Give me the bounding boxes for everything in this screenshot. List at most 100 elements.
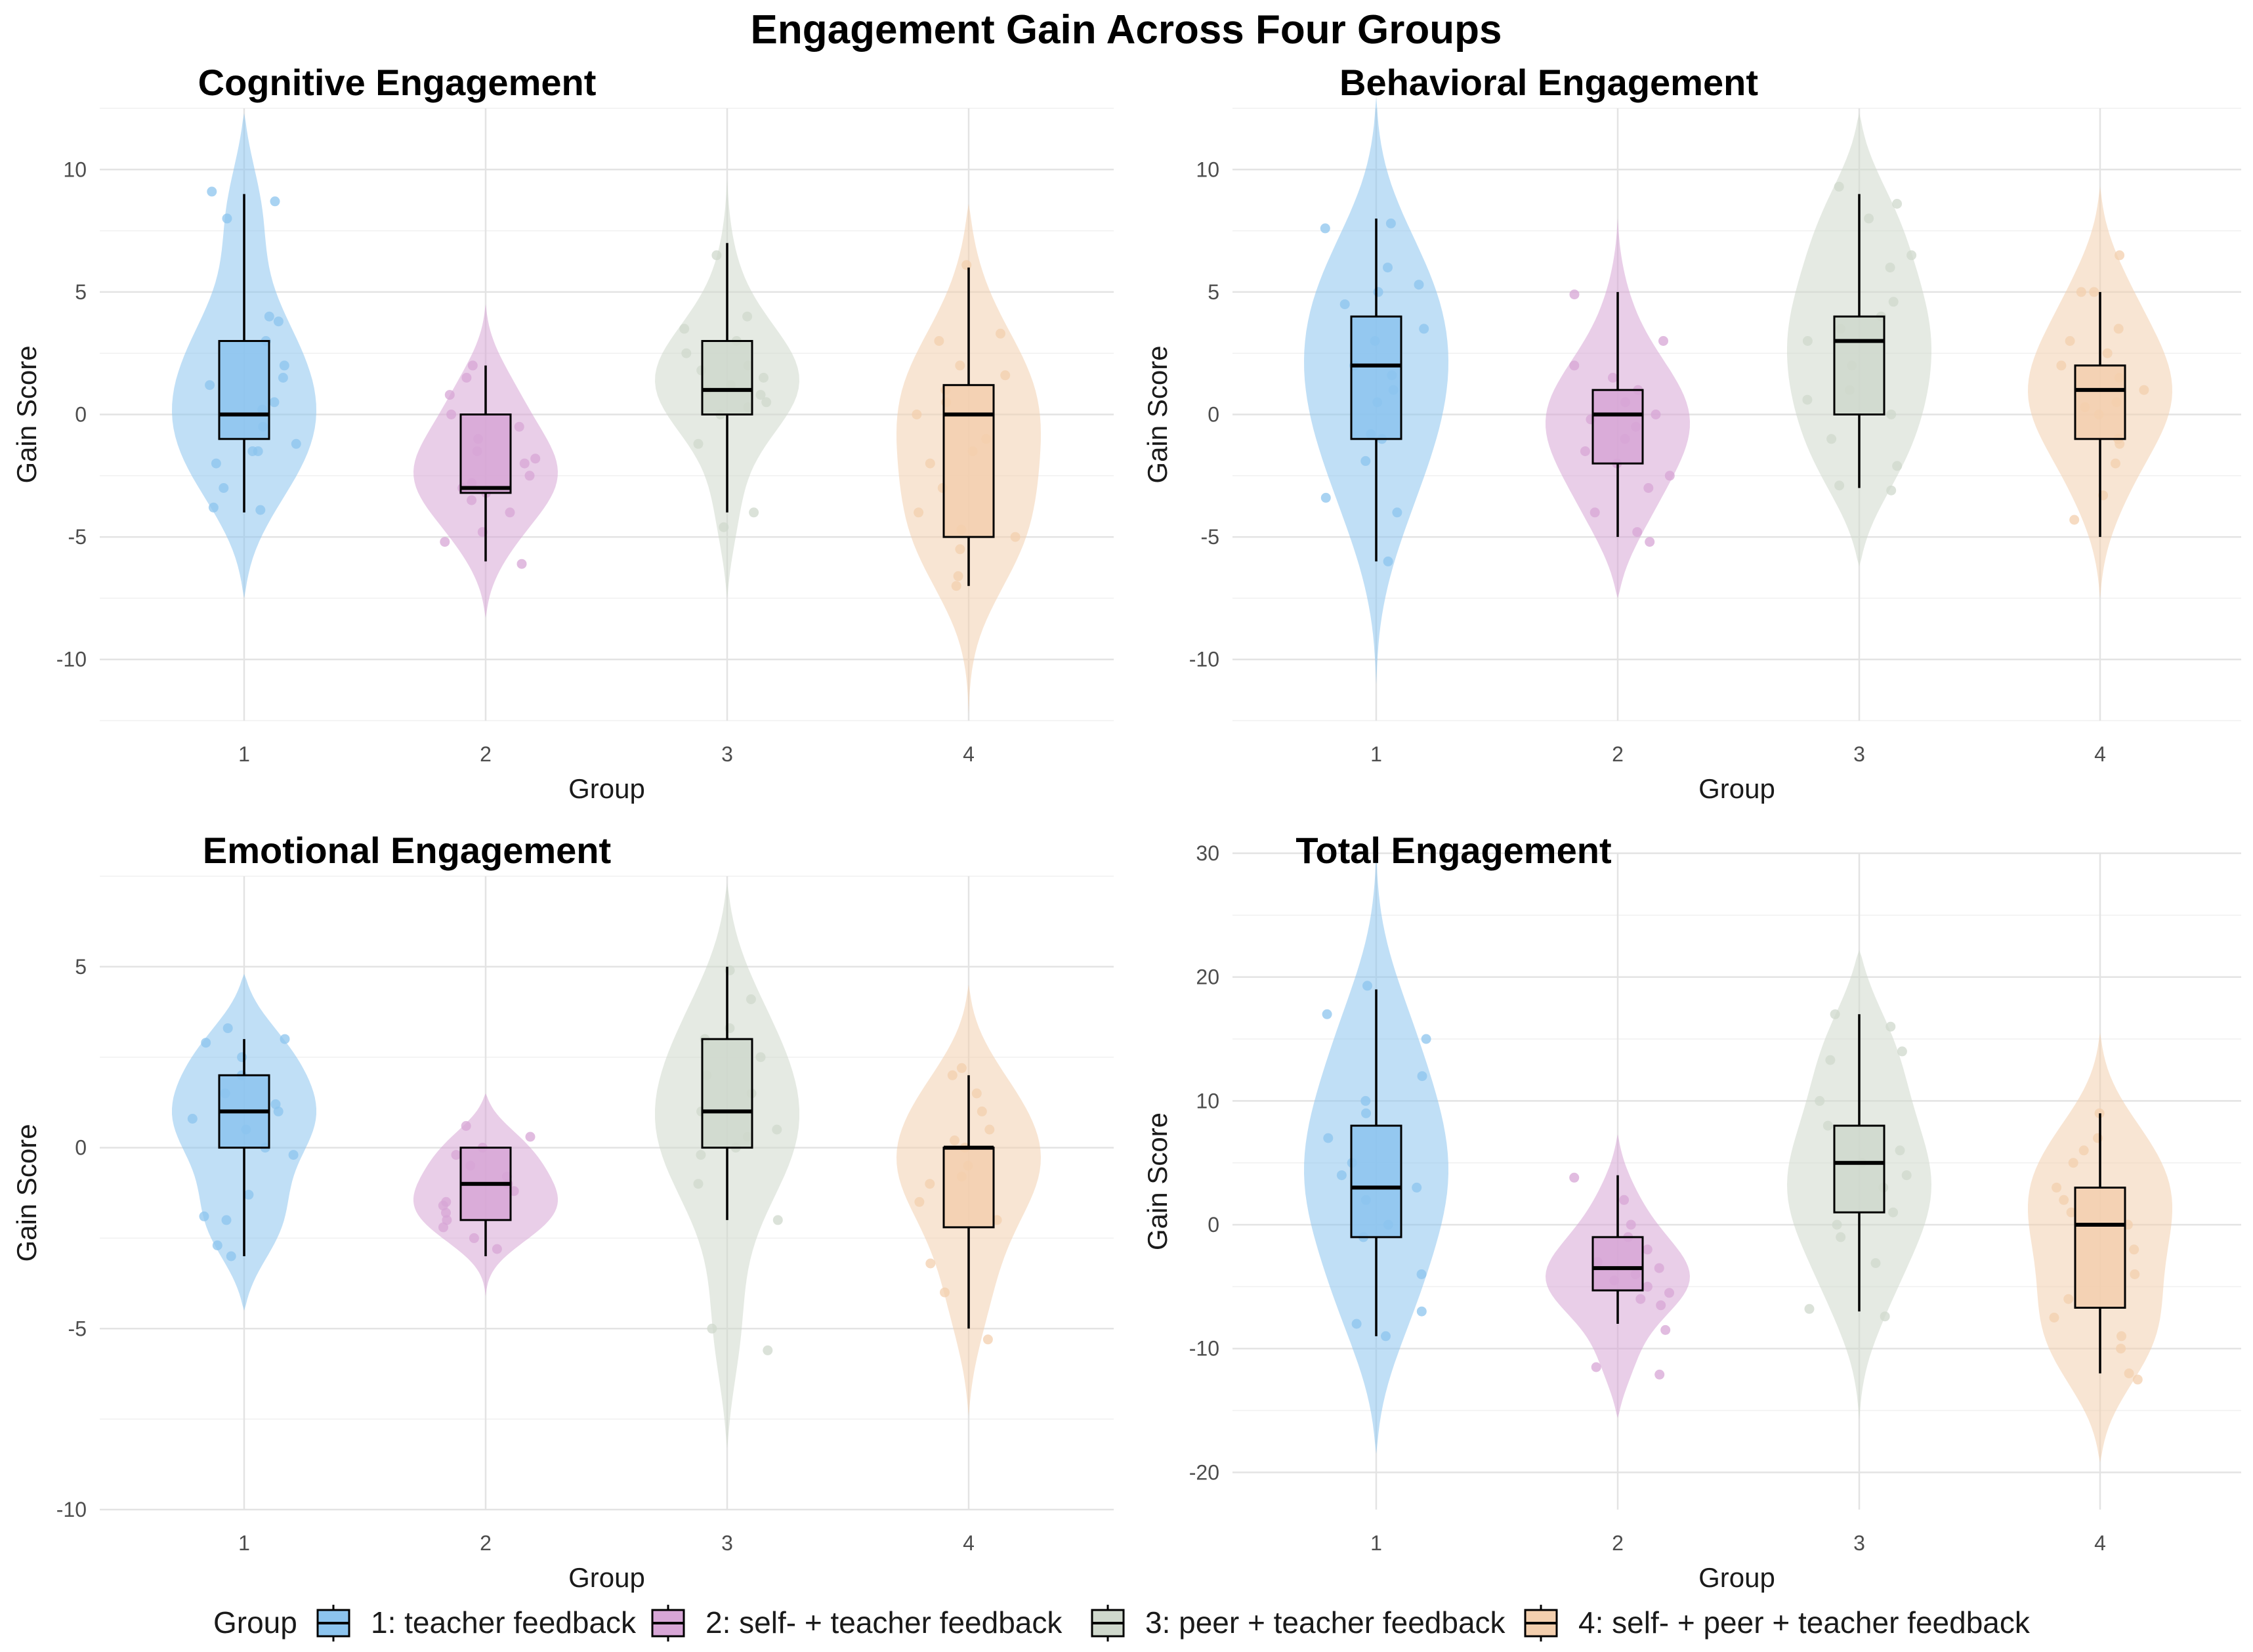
data-point-group-1 [1361,1108,1371,1118]
data-point-group-3 [693,438,704,449]
data-point-group-1 [226,1251,236,1261]
box-group-1 [1350,1124,1402,1239]
data-point-group-2 [1619,1195,1630,1205]
box-group-3 [1833,315,1885,415]
data-point-group-4 [912,410,922,419]
data-point-group-1 [207,186,217,197]
x-tick-label: 2 [1612,1531,1624,1555]
data-point-group-3 [707,1323,717,1334]
data-point-group-1 [211,458,221,469]
data-point-group-4 [955,360,965,371]
data-point-group-3 [755,1052,766,1063]
data-point-group-3 [693,1179,704,1189]
x-axis-label: Group [568,1562,645,1593]
data-point-group-1 [221,1215,232,1225]
data-point-group-1 [1360,455,1371,466]
data-point-group-2 [1642,1281,1653,1292]
data-point-group-3 [742,311,753,322]
data-point-group-1 [243,1189,254,1200]
data-point-group-3 [1802,336,1813,346]
data-point-group-3 [696,1150,706,1160]
x-axis-label: Group [1698,773,1775,804]
data-point-group-3 [1895,1145,1905,1156]
data-point-group-4 [984,1124,995,1135]
data-point-group-3 [1906,250,1917,261]
data-point-group-2 [516,559,527,569]
data-point-group-4 [925,458,935,469]
data-point-group-3 [719,522,729,532]
x-tick-label: 3 [1853,1531,1865,1555]
data-point-group-2 [1664,471,1675,481]
data-point-group-4 [914,1197,925,1207]
data-point-group-4 [2065,336,2075,346]
x-tick-label: 3 [721,1531,733,1555]
data-point-group-2 [1569,1172,1580,1183]
data-point-group-1 [1339,299,1350,310]
data-point-group-2 [1654,1369,1665,1380]
box-group-4 [942,1147,995,1229]
data-point-group-4 [2052,1182,2062,1193]
data-point-group-2 [1590,507,1600,518]
y-tick-label: 20 [1196,965,1219,989]
data-point-group-1 [1392,507,1402,518]
panel-2: -10 -5 0 5 10 1 2 3 4 Behavioral Engagement Group G… [1142,62,2241,804]
data-point-group-2 [440,537,450,547]
data-point-group-4 [2094,1108,2105,1118]
panel-title: Behavioral Engagement [1339,62,1758,103]
y-axis-label: Gain Score [11,345,42,483]
data-point-group-4 [2049,1313,2059,1323]
y-tick-label: 10 [1196,1089,1219,1112]
data-point-group-1 [278,373,288,383]
y-tick-label: 10 [63,158,87,181]
data-point-group-2 [1643,483,1654,493]
y-tick-label: 0 [1208,403,1219,427]
data-point-group-4 [950,1135,959,1145]
data-point-group-3 [1870,1258,1881,1268]
data-point-group-3 [1888,1207,1899,1218]
data-point-group-3 [1886,410,1897,419]
data-point-group-1 [1323,1133,1334,1143]
y-tick-label: 0 [75,1136,87,1160]
data-point-group-2 [1642,1244,1653,1255]
y-axis-label: Gain Score [1142,345,1173,483]
data-point-group-1 [1351,1319,1362,1329]
data-point-group-3 [711,250,722,261]
data-point-group-1 [273,316,284,327]
legend-title: Group [213,1605,297,1640]
data-point-group-4 [951,581,961,591]
data-point-group-4 [2116,1331,2126,1342]
main-title: Engagement Gain Across Four Groups [751,7,1502,53]
data-point-group-4 [1010,532,1021,542]
x-axis-label: Group [1698,1562,1775,1593]
data-point-group-1 [1421,1034,1431,1044]
legend-key-group-1 [316,1605,350,1641]
data-point-group-3 [1885,1021,1896,1032]
data-point-group-1 [269,397,280,408]
legend-key-group-4 [1524,1605,1558,1641]
data-point-group-2 [492,1244,502,1254]
data-point-group-4 [925,1258,936,1269]
data-point-group-1 [247,446,258,456]
data-point-group-2 [438,1200,448,1211]
data-point-group-4 [2116,1344,2126,1354]
legend-label-group-2: 2: self- + teacher feedback [705,1605,1063,1640]
data-point-group-1 [1414,280,1424,290]
data-point-group-2 [442,1215,452,1225]
data-point-group-3 [772,1215,783,1225]
data-point-group-2 [1656,1300,1666,1311]
x-tick-label: 3 [1853,742,1865,766]
data-point-group-3 [1864,213,1874,224]
x-tick-label: 1 [238,742,250,766]
data-point-group-3 [1802,394,1813,405]
y-tick-label: 0 [75,403,87,427]
y-tick-label: 5 [75,280,87,304]
data-point-group-4 [971,1088,982,1099]
x-tick-label: 4 [963,742,975,766]
data-point-group-3 [1897,1046,1907,1057]
data-point-group-3 [1834,480,1845,491]
data-point-group-1 [1336,1170,1347,1181]
data-point-group-1 [1362,981,1372,991]
data-point-group-3 [1830,1009,1840,1019]
data-point-group-2 [467,360,478,371]
y-tick-label: -5 [68,1317,87,1340]
